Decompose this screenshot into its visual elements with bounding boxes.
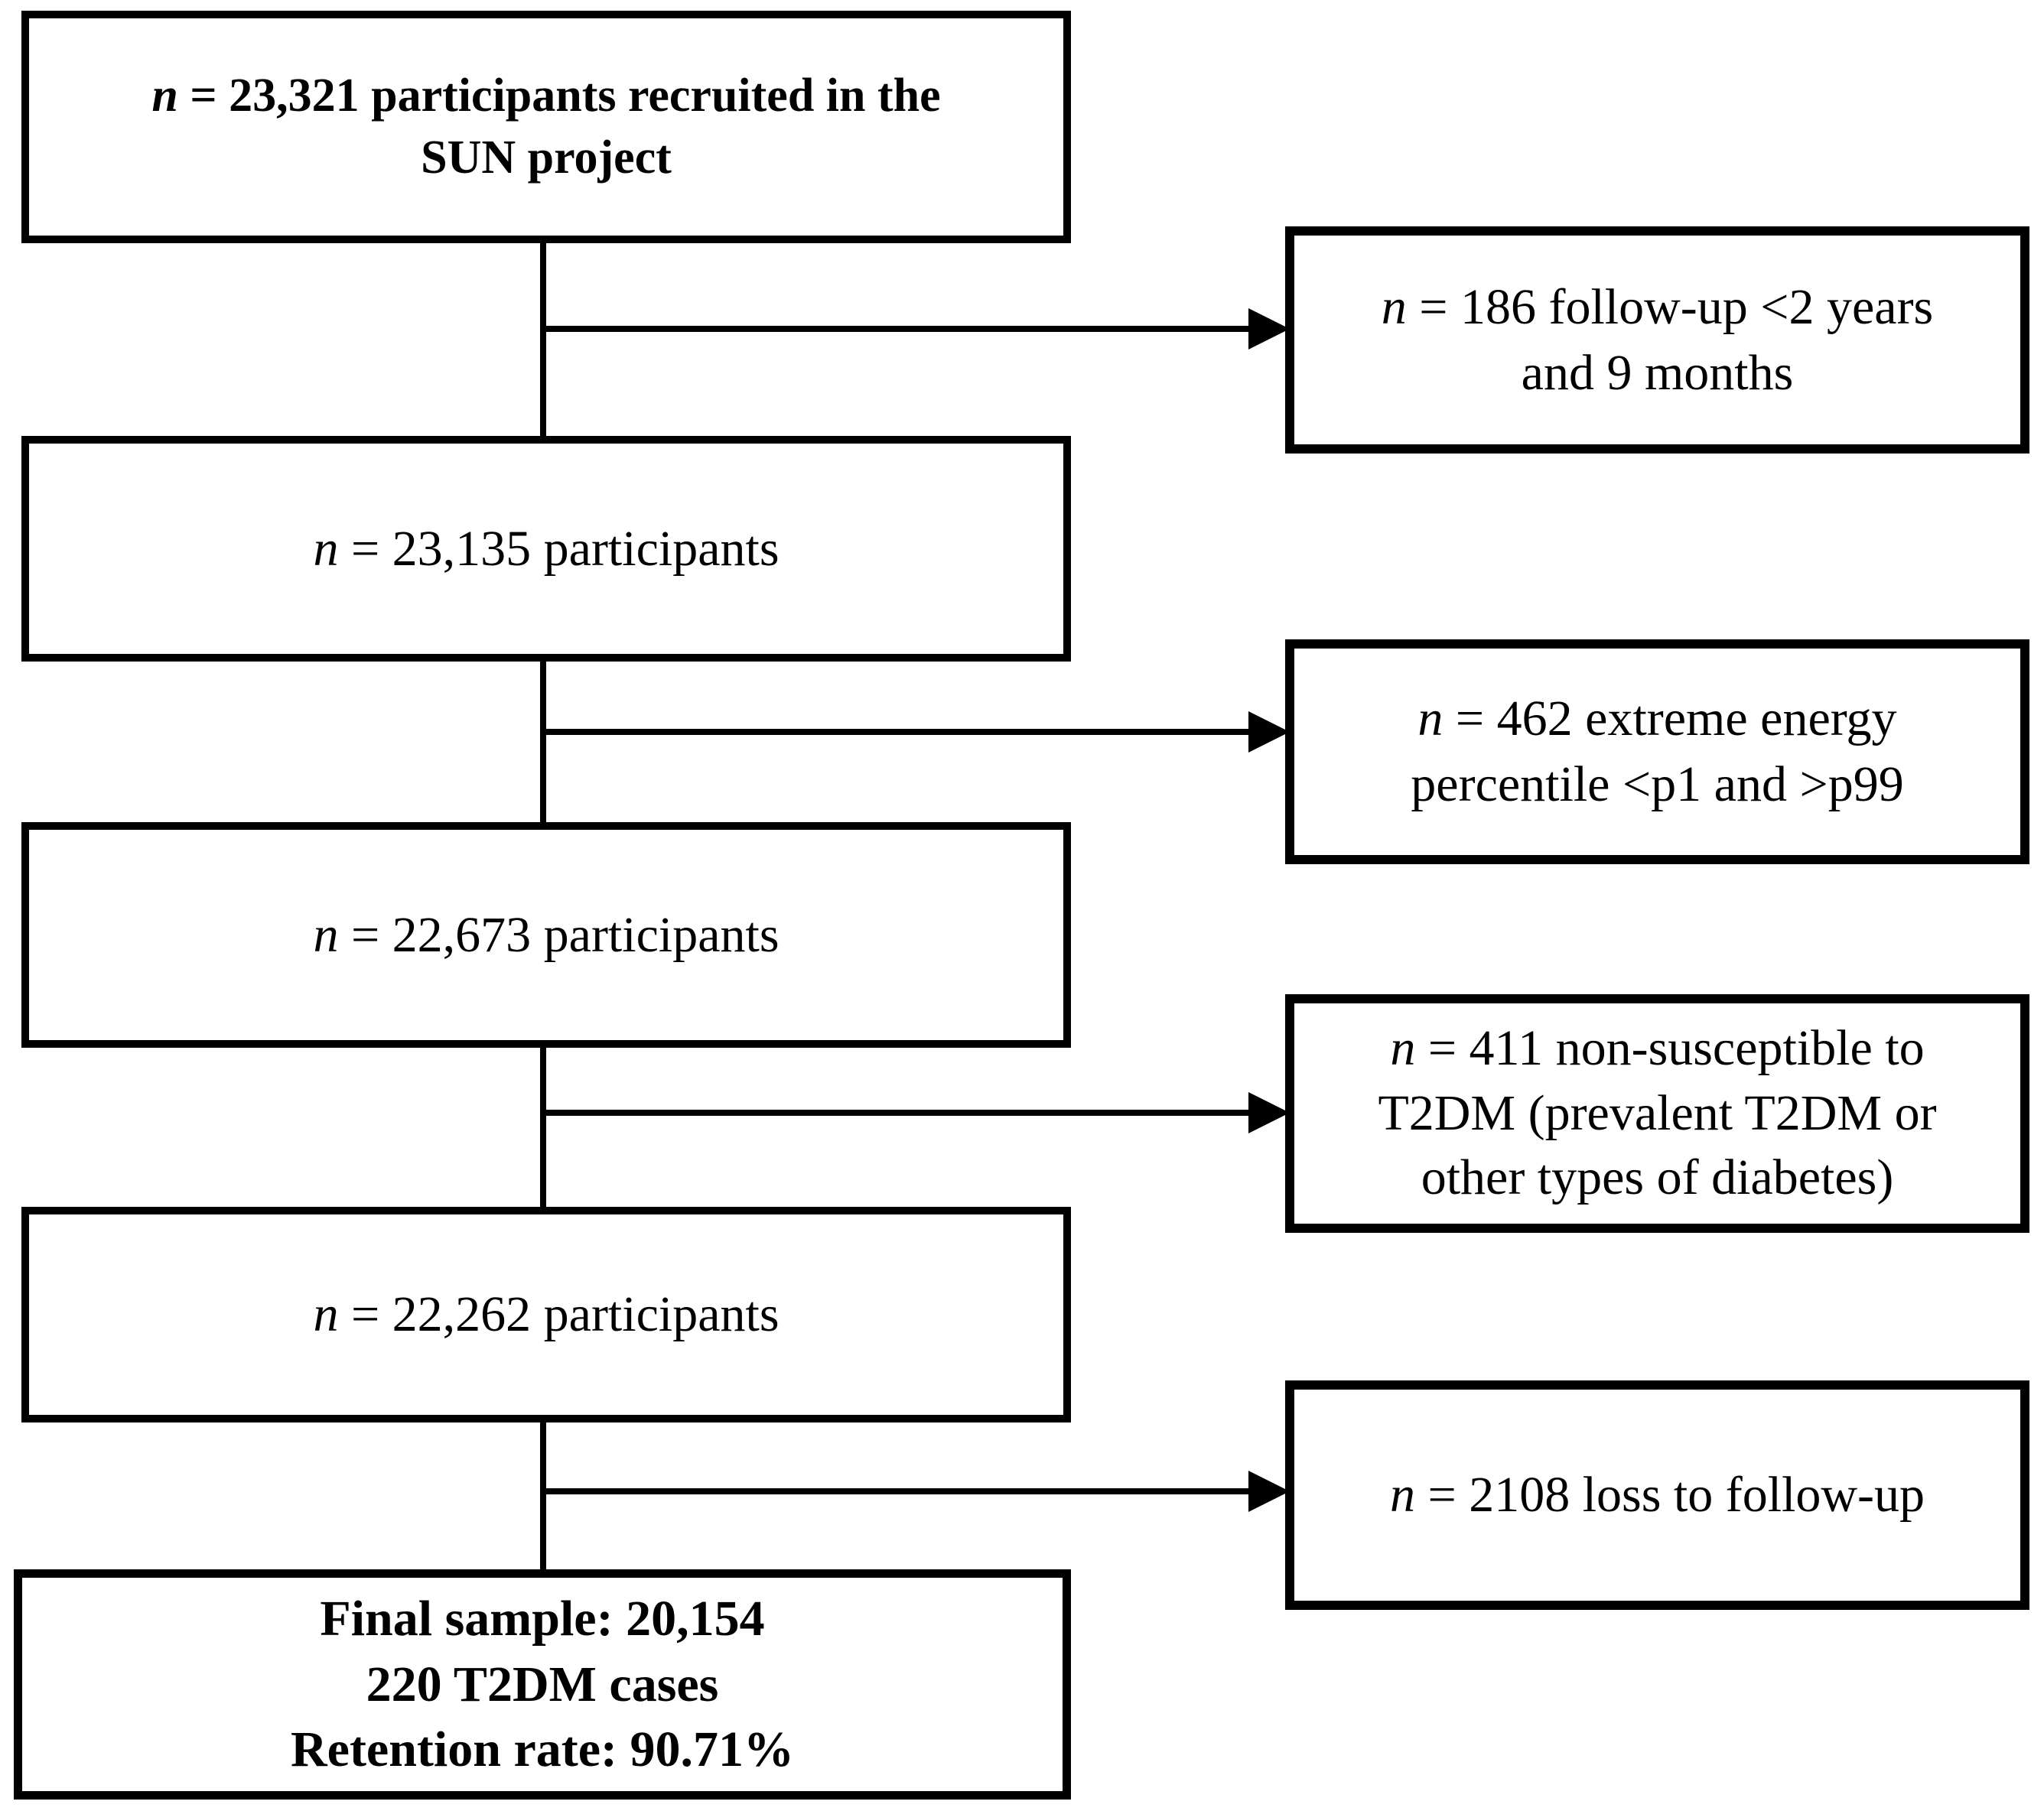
exclusion-box-short-followup: n = 186 follow-up <2 years and 9 months bbox=[1285, 226, 2029, 454]
text-line: percentile <p1 and >p99 bbox=[1411, 756, 1904, 812]
text-line: n = 2108 loss to follow-up bbox=[1389, 1467, 1925, 1523]
text-line: 220 T2DM cases bbox=[366, 1656, 719, 1712]
text-line: Retention rate: 90.71% bbox=[290, 1722, 794, 1778]
flow-box-recruited: n = 23,321 participants recruited in the… bbox=[21, 11, 1071, 243]
text-line: Final sample: 20,154 bbox=[320, 1590, 765, 1647]
text-line: n = 23,135 participants bbox=[313, 520, 780, 577]
text-line: other types of diabetes) bbox=[1421, 1149, 1894, 1206]
arrow-to-non-susceptible-exclusion bbox=[542, 1092, 1290, 1133]
arrow-to-extreme-energy-exclusion bbox=[542, 711, 1290, 753]
text-line: and 9 months bbox=[1521, 344, 1794, 401]
text-line: n = 22,673 participants bbox=[313, 906, 780, 963]
arrow-to-loss-to-followup-exclusion bbox=[542, 1471, 1290, 1512]
text-line: SUN project bbox=[421, 132, 672, 184]
flow-box-after-non-susceptible: n = 22,262 participants bbox=[21, 1207, 1071, 1422]
text-line: n = 23,321 participants recruited in the bbox=[151, 70, 941, 122]
flow-box-final-sample: Final sample: 20,154 220 T2DM cases Retent… bbox=[14, 1569, 1071, 1800]
exclusion-box-non-susceptible-t2dm: n = 411 non-susceptible to T2DM (prevalen… bbox=[1285, 994, 2029, 1233]
exclusion-box-loss-to-followup: n = 2108 loss to follow-up bbox=[1285, 1380, 2029, 1610]
arrow-to-short-followup-exclusion bbox=[542, 308, 1290, 350]
flow-box-after-short-followup: n = 23,135 participants bbox=[21, 436, 1071, 662]
text-line: n = 411 non-susceptible to bbox=[1390, 1020, 1925, 1077]
text-line: n = 186 follow-up <2 years bbox=[1381, 278, 1934, 335]
exclusion-box-extreme-energy: n = 462 extreme energy percentile <p1 and… bbox=[1285, 639, 2029, 864]
text-line: T2DM (prevalent T2DM or bbox=[1378, 1084, 1937, 1141]
flow-box-after-extreme-energy: n = 22,673 participants bbox=[21, 822, 1071, 1048]
text-line: n = 22,262 participants bbox=[313, 1286, 780, 1343]
text-line: n = 462 extreme energy bbox=[1417, 691, 1897, 747]
